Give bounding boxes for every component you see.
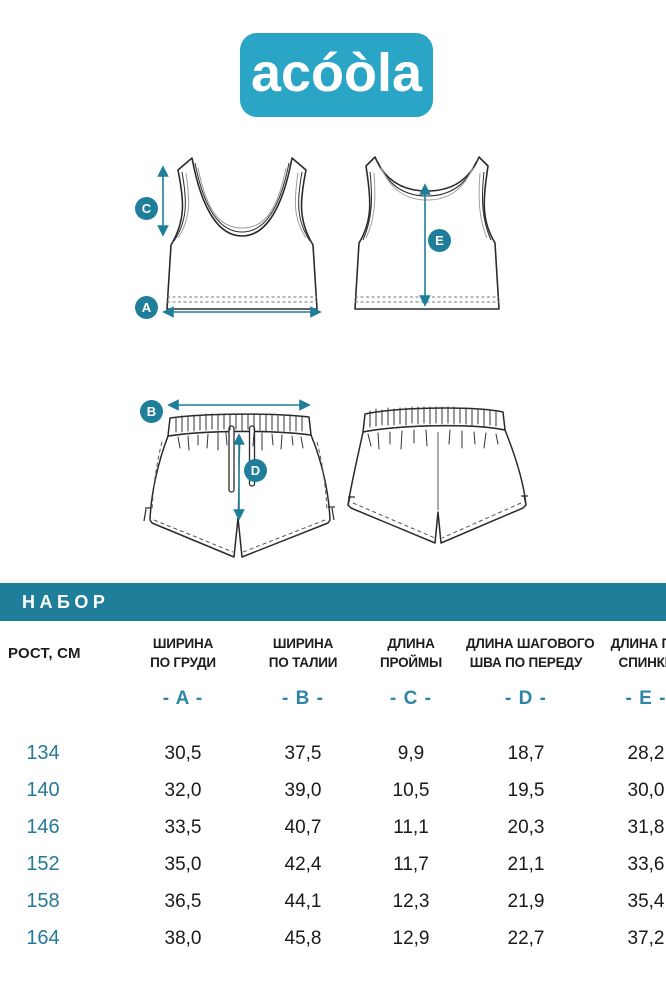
shorts-front-sketch: [143, 399, 335, 558]
vent-left: [143, 507, 151, 522]
row-height: 134: [26, 742, 60, 764]
header-col-b: ШИРИНА ПО ТАЛИИ: [268, 636, 338, 670]
row-height: 158: [26, 890, 60, 912]
gather-strokes: [367, 429, 499, 450]
size-table: РОСТ, СМ ШИРИНА ПО ГРУДИ ШИРИНА ПО ТАЛИИ…: [0, 634, 666, 957]
waistband-gathers: [175, 413, 303, 433]
armhole-binding-left: [173, 171, 186, 242]
top-back-sketch: [354, 156, 500, 310]
header-col-a: ШИРИНА ПО ГРУДИ: [150, 636, 216, 670]
shorts-back-sketch: [347, 406, 528, 544]
letter-c: - C -: [390, 688, 432, 709]
brand-logo-text: acóòla: [250, 43, 423, 103]
shorts-back-body: [347, 424, 527, 544]
measure-badge-a: A: [135, 296, 158, 319]
header-height: РОСТ, СМ: [8, 644, 81, 662]
table-row: 158 36,5 44,1 12,3 21,9 35,4: [0, 883, 666, 920]
section-title: НАБОР: [22, 591, 110, 612]
hem-stitching: [167, 296, 317, 303]
waistband: [167, 413, 312, 437]
top-front-outline: [166, 157, 318, 310]
letter-a: - A -: [162, 688, 204, 709]
letter-e: - E -: [625, 688, 666, 709]
pocket-right: [316, 441, 328, 511]
row-height: 140: [26, 779, 60, 801]
letter-d: - D -: [505, 688, 547, 709]
header-col-d: ДЛИНА ШАГОВОГО ШВА ПО ПЕРЕДУ: [466, 636, 595, 670]
table-letter-row: - A - - B - - C - - D - - E -: [0, 688, 666, 710]
measure-badge-e: E: [428, 229, 451, 252]
table-row: 164 38,0 45,8 12,9 22,7 37,2: [0, 920, 666, 957]
vent-right: [328, 506, 335, 521]
header-col-c: ДЛИНА ПРОЙМЫ: [380, 636, 442, 670]
armhole-binding-left: [362, 171, 373, 241]
measure-badge-d: D: [244, 459, 267, 482]
table-row: 146 33,5 40,7 11,1 20,3 31,8: [0, 809, 666, 846]
vent-left: [347, 496, 355, 507]
section-banner: НАБОР: [0, 583, 666, 621]
drawstring-left: [228, 425, 235, 493]
brand-logo: acóòla: [240, 33, 433, 117]
waistband: [362, 407, 506, 433]
row-height: 164: [26, 927, 60, 949]
top-front-sketch: [157, 157, 322, 318]
table-row: 134 30,5 37,5 9,9 18,7 28,2: [0, 735, 666, 772]
hem-stitching: [352, 502, 522, 539]
table-row: 152 35,0 42,4 11,7 21,1 33,6: [0, 846, 666, 883]
top-back-outline: [354, 156, 500, 310]
hem-stitching: [153, 519, 326, 553]
row-height: 152: [26, 853, 60, 875]
table-header-row: РОСТ, СМ ШИРИНА ПО ГРУДИ ШИРИНА ПО ТАЛИИ…: [0, 634, 666, 672]
measure-badge-b: B: [140, 400, 163, 423]
armhole-binding-right: [481, 171, 492, 241]
measure-badge-c: C: [135, 197, 158, 220]
neck-binding: [194, 162, 290, 233]
header-col-e: ДЛИНА ПО СПИНКЕ: [610, 636, 666, 670]
armhole-binding-right: [298, 171, 311, 242]
letter-b: - B -: [282, 688, 324, 709]
table-row: 140 32,0 39,0 10,5 19,5 30,0: [0, 772, 666, 809]
table-body: 134 30,5 37,5 9,9 18,7 28,2 140 32,0 39,…: [0, 735, 666, 957]
waistband-gathers: [369, 406, 497, 428]
gather-strokes: [177, 432, 304, 451]
row-height: 146: [26, 816, 60, 838]
pocket-left: [151, 441, 163, 511]
neck-binding: [377, 161, 477, 197]
vent-right: [521, 495, 528, 506]
